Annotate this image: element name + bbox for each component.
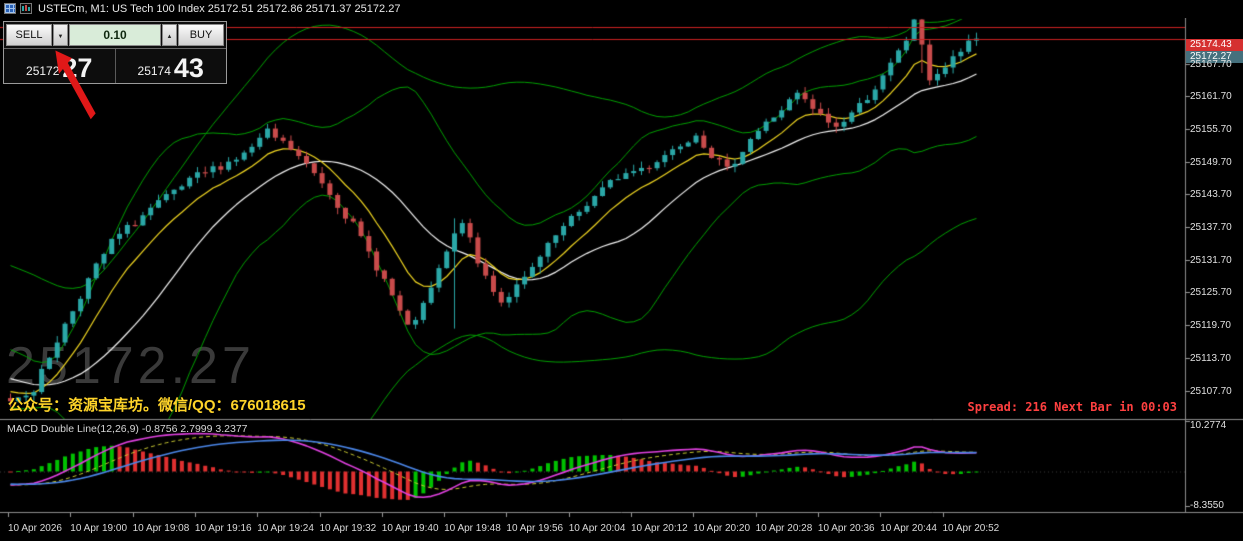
spread-countdown-text: Spread: 216 Next Bar in 00:03	[967, 400, 1177, 414]
sell-button[interactable]: SELL	[6, 24, 52, 46]
sell-price-major: 25172	[26, 64, 60, 78]
macd-indicator-label: MACD Double Line(12,26,9) -0.8756 2.7999…	[7, 423, 248, 435]
time-tick-label: 10 Apr 19:40	[381, 523, 439, 534]
price-tick-label: 25167.70	[1190, 58, 1232, 70]
buy-price-minor: 43	[173, 53, 204, 84]
time-tick-label: 10 Apr 20:20	[693, 523, 751, 534]
buy-button[interactable]: BUY	[178, 24, 224, 46]
price-tick-label: 25131.70	[1190, 254, 1232, 266]
price-tick-label: 25137.70	[1190, 222, 1232, 233]
price-tick-label: 25161.70	[1190, 91, 1232, 103]
chart-titlebar: USTECm, M1: US Tech 100 Index 25172.51 2…	[0, 0, 1243, 18]
price-tick-label: 25143.70	[1190, 189, 1232, 201]
caret-up-icon: ▲	[166, 33, 173, 40]
price-tick-label: 25113.70	[1190, 352, 1231, 364]
indicator-scale-min: -8.3550	[1190, 500, 1224, 511]
time-tick-label: 10 Apr 20:36	[817, 523, 875, 534]
buy-price-display: 25174 43	[116, 49, 227, 83]
promo-text: 公众号：资源宝库坊。微信/QQ：676018615	[8, 397, 306, 414]
time-tick-label: 10 Apr 20:52	[942, 523, 1000, 534]
volume-decrease-button[interactable]: ▼	[53, 24, 68, 46]
time-tick-label: 10 Apr 20:12	[631, 523, 688, 534]
price-tick-label: 25125.70	[1190, 287, 1232, 299]
time-tick-label: 10 Apr 20:44	[880, 523, 937, 534]
time-axis[interactable]: 10 Apr 2026 10 Apr 19:00 10 Apr 19:08 10 Ap…	[0, 513, 1243, 541]
indicator-scale-max: 10.2774	[1190, 420, 1227, 431]
price-scale[interactable]: 25174.43 25172.27 25167.70 25161.70 25155.…	[1186, 18, 1243, 512]
volume-input[interactable]	[69, 24, 161, 46]
quotes-grid-icon[interactable]	[4, 3, 16, 14]
time-tick-label: 10 Apr 19:24	[257, 523, 314, 534]
chart-title: USTECm, M1: US Tech 100 Index 25172.51 2…	[38, 3, 401, 15]
last-price-tag: 25172.27	[1186, 51, 1243, 63]
time-tick-label: 10 Apr 19:32	[319, 523, 377, 534]
price-display-divider	[114, 49, 116, 83]
price-tick-label: 25155.70	[1190, 123, 1232, 135]
time-tick-label: 10 Apr 19:00	[70, 523, 128, 534]
time-tick-label: 10 Apr 2026	[8, 523, 62, 534]
candlestick-chart-icon[interactable]	[20, 3, 32, 14]
time-tick-label: 10 Apr 19:48	[444, 523, 501, 534]
ask-price-tag: 25174.43	[1186, 39, 1243, 51]
buy-price-major: 25174	[137, 64, 171, 78]
caret-down-icon: ▼	[57, 33, 64, 40]
price-tick-label: 25149.70	[1190, 156, 1232, 168]
red-arrow-annotation	[55, 50, 96, 120]
time-tick-label: 10 Apr 19:16	[194, 523, 252, 534]
time-tick-label: 10 Apr 19:08	[132, 523, 190, 534]
time-tick-label: 10 Apr 19:56	[506, 523, 564, 534]
price-tick-label: 25119.70	[1190, 320, 1231, 332]
time-tick-label: 10 Apr 20:04	[568, 523, 626, 534]
volume-increase-button[interactable]: ▲	[162, 24, 177, 46]
price-tick-label: 25107.70	[1190, 385, 1232, 397]
one-click-trading-panel: SELL ▼ ▲ BUY 25172 27 25174 43	[3, 21, 227, 84]
time-tick-label: 10 Apr 20:28	[755, 523, 813, 534]
